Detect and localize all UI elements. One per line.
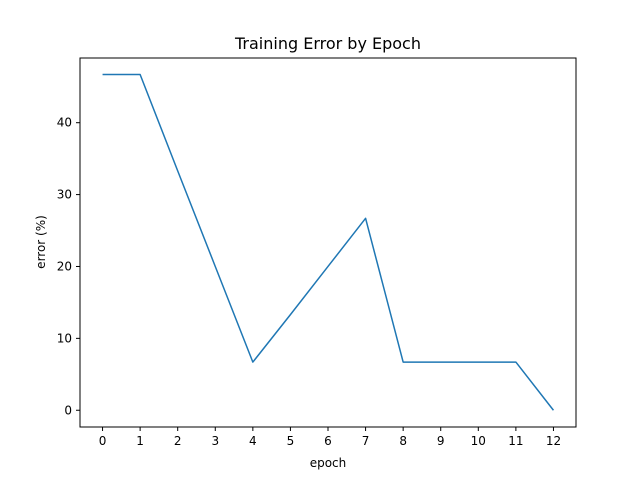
x-tick-label: 9 xyxy=(437,434,445,448)
x-tick-label: 4 xyxy=(249,434,257,448)
x-tick-label: 0 xyxy=(99,434,107,448)
y-axis-label: error (%) xyxy=(34,215,48,269)
chart-title: Training Error by Epoch xyxy=(234,34,421,53)
x-axis-label: epoch xyxy=(310,456,347,470)
x-tick-label: 10 xyxy=(471,434,486,448)
y-tick-label: 30 xyxy=(57,188,72,202)
x-tick-label: 12 xyxy=(546,434,561,448)
x-tick-label: 2 xyxy=(174,434,182,448)
y-tick-label: 0 xyxy=(64,403,72,417)
x-tick-label: 11 xyxy=(508,434,523,448)
y-tick-label: 10 xyxy=(57,331,72,345)
y-tick-label: 20 xyxy=(57,259,72,273)
x-tick-label: 5 xyxy=(287,434,295,448)
plot-background xyxy=(80,58,576,427)
x-tick-label: 7 xyxy=(362,434,370,448)
y-tick-label: 40 xyxy=(57,116,72,130)
x-tick-label: 3 xyxy=(211,434,219,448)
x-axis-ticks: 0 1 2 3 4 5 6 7 8 9 10 11 12 xyxy=(99,427,561,448)
x-tick-label: 6 xyxy=(324,434,332,448)
x-tick-label: 1 xyxy=(136,434,144,448)
x-tick-label: 8 xyxy=(399,434,407,448)
series-layer xyxy=(102,73,555,411)
y-axis-ticks: 0 10 20 30 40 xyxy=(57,116,80,417)
